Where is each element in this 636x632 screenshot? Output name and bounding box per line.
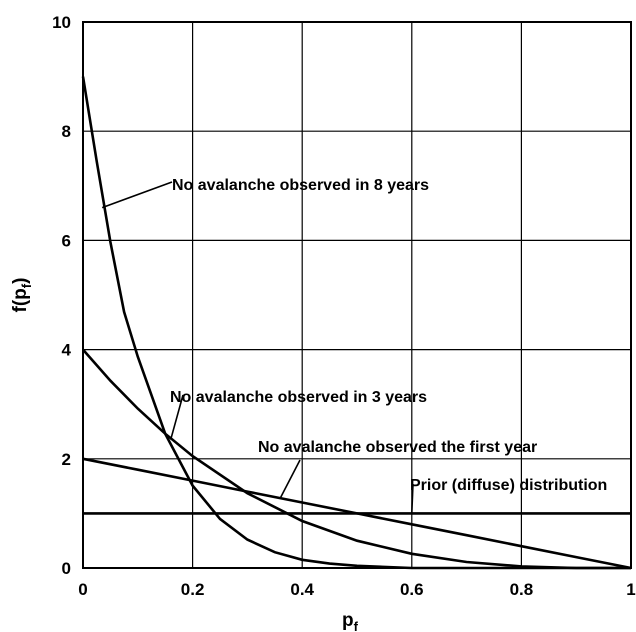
annotation-prior: Prior (diffuse) distribution bbox=[410, 477, 607, 494]
x-tick-label: 0.6 bbox=[400, 580, 424, 599]
x-axis-label-main: p bbox=[342, 610, 354, 631]
plot-frame bbox=[82, 21, 632, 569]
y-axis-label-end: ) bbox=[10, 278, 31, 284]
x-axis-label-sub: f bbox=[354, 619, 359, 632]
annotation-first-year: No avalanche observed the first year bbox=[258, 439, 537, 456]
x-tick-label: 0.4 bbox=[290, 580, 314, 599]
series-line-1 bbox=[82, 457, 632, 570]
y-tick-label: 8 bbox=[62, 122, 71, 141]
annotation-leader-line bbox=[101, 181, 173, 209]
y-axis-label-sub: f bbox=[19, 283, 34, 288]
y-tick-label: 2 bbox=[62, 450, 71, 469]
x-axis-label: pf bbox=[342, 610, 359, 632]
annotation-3-years: No avalanche observed in 3 years bbox=[170, 389, 427, 406]
x-tick-label: 0 bbox=[78, 580, 87, 599]
x-tick-label: 1 bbox=[626, 580, 635, 599]
x-tick-labels: 0 0.2 0.4 0.6 0.8 1 bbox=[78, 580, 635, 599]
series-line-2 bbox=[82, 348, 631, 570]
y-tick-labels: 0 2 4 6 8 10 bbox=[52, 13, 71, 578]
annotation-leader-line bbox=[169, 394, 184, 440]
series-layer bbox=[81, 76, 632, 570]
y-tick-label: 0 bbox=[62, 559, 71, 578]
y-tick-label: 10 bbox=[52, 13, 71, 32]
y-axis-label-main: f(p bbox=[10, 288, 31, 312]
series-line-3 bbox=[81, 76, 631, 570]
annotation-8-years: No avalanche observed in 8 years bbox=[172, 177, 429, 194]
x-tick-label: 0.2 bbox=[181, 580, 205, 599]
y-tick-label: 4 bbox=[62, 341, 72, 360]
y-tick-label: 6 bbox=[62, 231, 71, 250]
annotation-leader-line bbox=[279, 459, 301, 499]
y-axis-label: f(pf) bbox=[10, 278, 34, 313]
annotation-leaders bbox=[101, 181, 414, 514]
annotation-leader-line bbox=[411, 483, 414, 514]
x-tick-label: 0.8 bbox=[510, 580, 534, 599]
